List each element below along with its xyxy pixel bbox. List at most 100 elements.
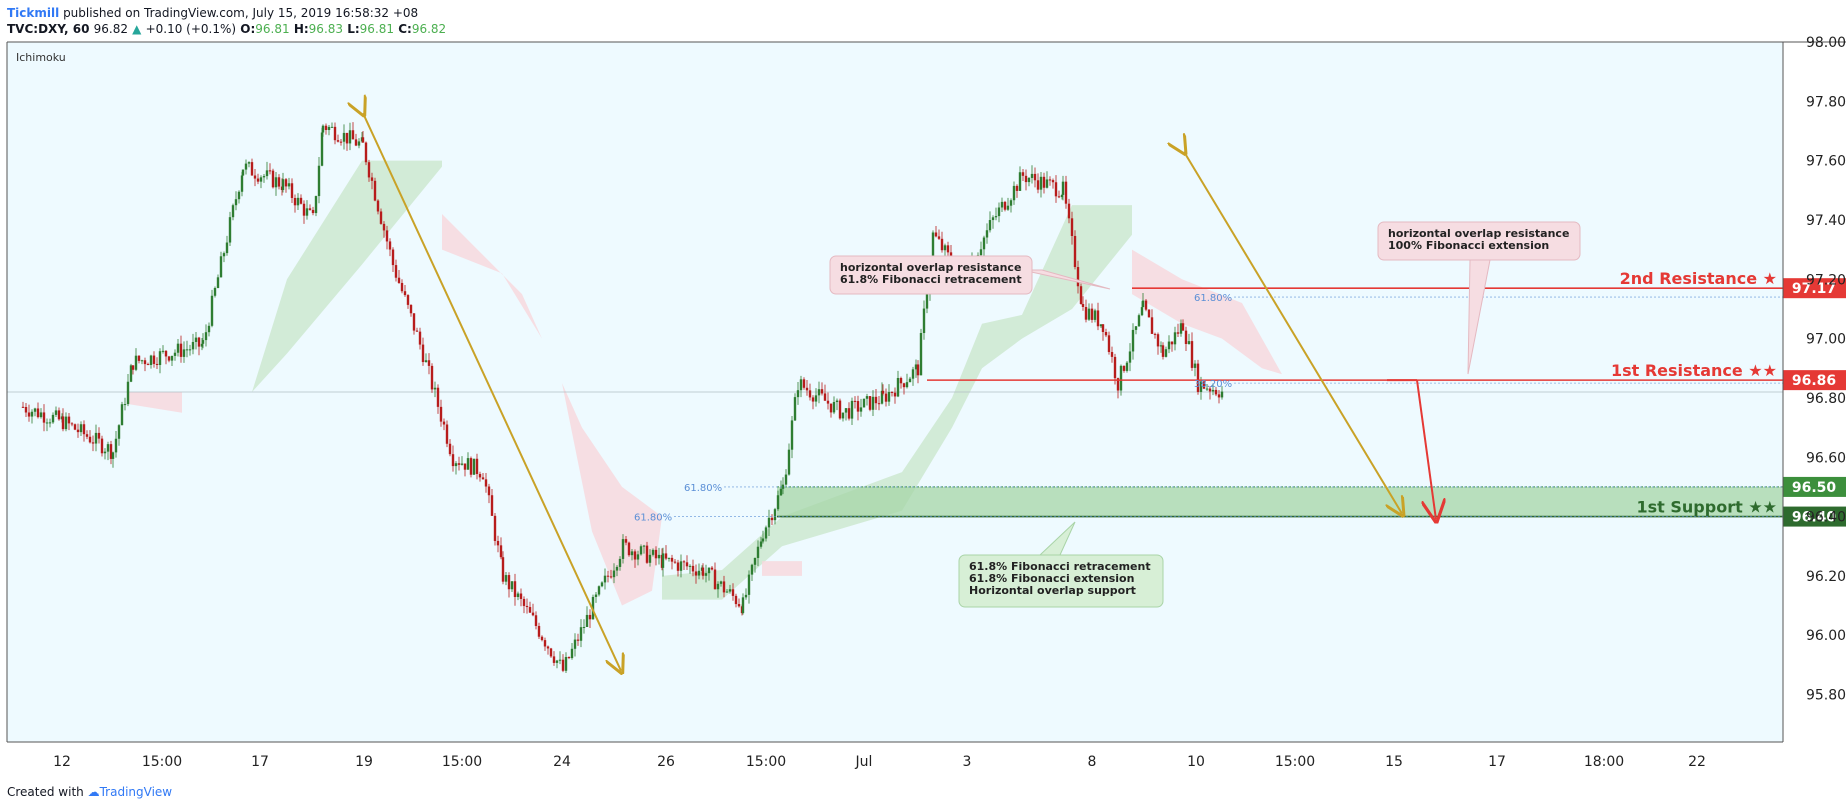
tradingview-cloud-icon: ☁: [87, 785, 100, 799]
candle-body: [826, 400, 830, 404]
candle-body: [382, 223, 386, 231]
y-tick-label: 96.20: [1806, 569, 1846, 585]
annotation-text: 100% Fibonacci extension: [1388, 239, 1549, 252]
candle-body: [525, 605, 529, 608]
candle-body: [612, 570, 616, 578]
candle-body: [779, 488, 783, 496]
candle-body: [36, 408, 40, 418]
candle-body: [296, 197, 300, 206]
y-tick-label: 97.40: [1806, 213, 1846, 229]
candle-body: [253, 175, 257, 179]
price-tag: [1783, 278, 1846, 299]
candle-body: [911, 369, 915, 379]
fib-level-label: 38.20%: [1194, 379, 1232, 390]
candle-body: [1079, 286, 1083, 305]
candle-body: [1144, 300, 1148, 310]
x-tick-label: 3: [963, 754, 972, 770]
candle-body: [943, 245, 947, 251]
candle-body: [899, 377, 903, 384]
candle-body: [448, 443, 452, 455]
candle-body: [170, 355, 174, 361]
candle-body: [457, 463, 461, 465]
candle-body: [173, 352, 177, 356]
axes-layer: 98.00 97.80 97.60 97.40 97.20 97.00 96.80 96.60…: [6, 35, 1846, 770]
close-label: C:: [398, 22, 412, 36]
candle-body: [357, 141, 361, 146]
candle-body: [914, 364, 918, 370]
level-label: 1st Resistance ★★: [1611, 361, 1777, 380]
candle-body: [1030, 173, 1034, 178]
candle-body: [543, 640, 547, 647]
candle-body: [21, 406, 25, 408]
candle-body: [776, 495, 780, 510]
candle-body: [281, 179, 285, 190]
candle-body: [45, 422, 49, 424]
fib-arrows-layer: [363, 113, 1436, 671]
support-zone: [777, 486, 1783, 517]
candle-body: [552, 656, 556, 663]
candle-body: [317, 165, 321, 197]
candle-body: [1110, 352, 1114, 357]
candle-body: [636, 554, 640, 560]
publisher-link[interactable]: Tickmill: [7, 6, 60, 20]
candle-body: [284, 179, 288, 187]
candle-body: [1170, 341, 1174, 345]
candle-body: [120, 404, 124, 426]
candle-body: [664, 553, 668, 559]
candle-body: [710, 567, 714, 570]
candle-body: [97, 432, 101, 439]
candle-body: [1084, 306, 1088, 320]
tradingview-link[interactable]: TradingView: [99, 785, 173, 799]
candle-body: [597, 586, 601, 595]
candle-body: [890, 391, 894, 393]
candle-body: [42, 412, 46, 423]
candle-body: [364, 142, 368, 163]
candle-body: [835, 400, 839, 403]
candle-body: [496, 540, 500, 546]
candle-body: [1153, 333, 1157, 335]
candle-body: [412, 313, 416, 331]
candle-body: [333, 126, 337, 141]
candle-body: [691, 565, 695, 572]
candle-body: [618, 558, 622, 567]
candle-body: [185, 349, 189, 351]
y-tick-label: 98.00: [1806, 35, 1846, 51]
candle-body: [321, 125, 325, 133]
candle-body: [1057, 196, 1061, 198]
candle-body: [847, 408, 851, 419]
candle-body: [722, 581, 726, 593]
candle-body: [155, 363, 159, 365]
candle-body: [728, 589, 732, 592]
high-value: 96.83: [308, 22, 344, 36]
candle-body: [324, 125, 328, 131]
candle-body: [475, 458, 479, 474]
candle-body: [582, 626, 586, 628]
candle-body: [925, 294, 929, 309]
candle-body: [436, 387, 440, 407]
candle-body: [469, 458, 473, 475]
published-text: published on TradingView.com, July 15, 2…: [59, 6, 419, 20]
candle-body: [713, 569, 717, 590]
candle-body: [409, 304, 413, 314]
y-tick-label: 96.40: [1806, 510, 1846, 526]
candle-body: [747, 574, 751, 595]
candle-body: [1156, 334, 1160, 347]
candle-body: [140, 360, 144, 362]
candle-body: [537, 625, 541, 637]
candle-body: [302, 203, 306, 216]
candle-body: [30, 411, 34, 417]
publish-info: Tickmill published on TradingView.com, J…: [7, 6, 418, 20]
candle-body: [385, 230, 389, 242]
candle-body: [1087, 308, 1091, 320]
candle-body: [1193, 363, 1197, 368]
candle-body: [790, 420, 794, 450]
candle-body: [808, 390, 812, 398]
candle-body: [576, 639, 580, 641]
x-tick-label: Jul: [855, 754, 873, 770]
candle-body: [149, 355, 153, 365]
candle-body: [859, 407, 863, 412]
candle-body: [985, 230, 989, 238]
candle-body: [817, 389, 821, 396]
candle-body: [1176, 332, 1180, 334]
